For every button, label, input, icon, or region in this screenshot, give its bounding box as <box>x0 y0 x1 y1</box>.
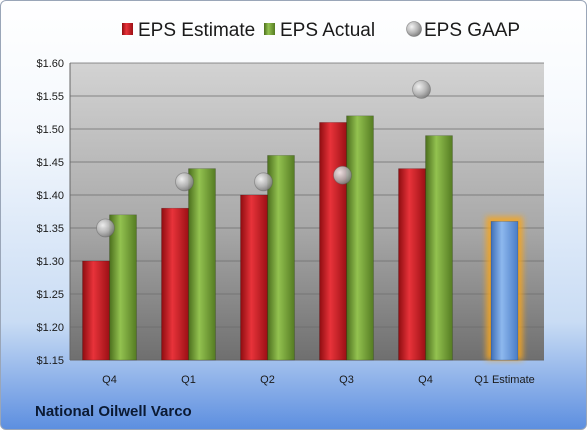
y-tick-label: $1.15 <box>36 355 64 367</box>
x-tick-label: Q2 <box>260 374 275 386</box>
legend-label: EPS Actual <box>280 20 375 41</box>
company-name: National Oilwell Varco <box>35 403 192 420</box>
y-tick-label: $1.40 <box>36 190 64 202</box>
gaap-point <box>254 172 273 192</box>
bar-eps-actual <box>109 214 137 361</box>
legend-label: EPS Estimate <box>138 20 255 41</box>
legend-label: EPS GAAP <box>424 20 520 41</box>
y-tick-label: $1.30 <box>36 256 64 268</box>
bar-eps-actual <box>188 168 216 361</box>
gaap-point <box>333 165 352 185</box>
bar-eps-estimate <box>319 122 347 361</box>
legend-swatch <box>122 23 133 35</box>
x-tick-label: Q1 Estimate <box>474 374 535 386</box>
bar-eps-estimate <box>240 194 268 361</box>
bar-eps-estimate <box>161 207 189 361</box>
legend-swatch <box>264 23 275 35</box>
data-marks <box>82 80 523 361</box>
bar-eps-estimate <box>82 260 110 361</box>
bar-eps-estimate <box>398 168 426 361</box>
gridlines <box>70 62 544 361</box>
x-tick-label: Q3 <box>339 374 354 386</box>
y-tick-label: $1.50 <box>36 124 64 136</box>
x-tick-label: Q4 <box>102 374 117 386</box>
bar-q1-estimate <box>490 221 519 361</box>
y-axis: $1.15 $1.20 $1.25 $1.30 $1.35 $1.40 $1.45 $1.50… <box>36 58 544 367</box>
gaap-point <box>175 172 194 192</box>
x-tick-label: Q1 <box>181 374 196 386</box>
y-tick-label: $1.45 <box>36 157 64 169</box>
y-tick-label: $1.55 <box>36 91 64 103</box>
y-tick-label: $1.35 <box>36 223 64 235</box>
gaap-point <box>412 80 431 99</box>
bar-eps-actual <box>267 155 295 361</box>
gaap-point <box>96 218 115 238</box>
y-tick-label: $1.20 <box>36 322 64 334</box>
x-tick-label: Q4 <box>418 374 433 386</box>
x-axis: Q4 Q1 Q2 Q3 Q4 Q1 Estimate <box>102 374 535 386</box>
plot-area <box>70 63 544 360</box>
legend: EPS Estimate EPS Actual EPS GAAP <box>122 20 520 41</box>
y-tick-label: $1.60 <box>36 58 64 70</box>
bar-eps-actual <box>346 115 374 361</box>
bar-eps-actual <box>425 135 453 361</box>
y-tick-label: $1.25 <box>36 289 64 301</box>
legend-swatch <box>406 21 422 37</box>
